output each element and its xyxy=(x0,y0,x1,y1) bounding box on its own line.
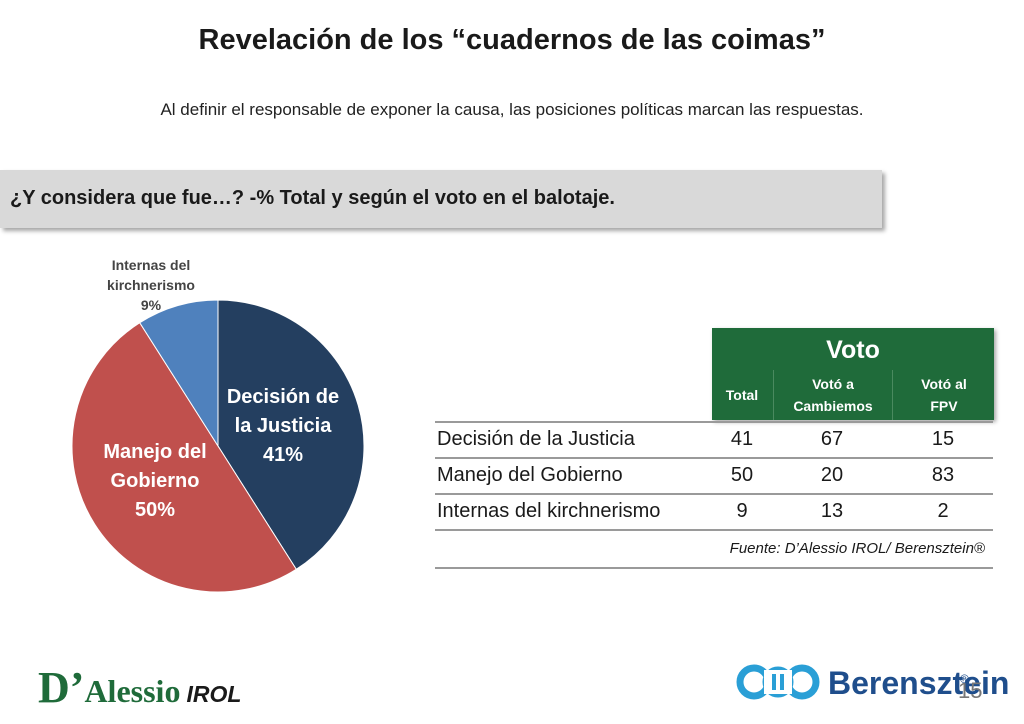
pie-label-just-line1: Decisión de xyxy=(226,386,340,408)
dalessio-logo-irol: IROL xyxy=(186,681,242,707)
col-header-total-text: Total xyxy=(725,387,759,403)
voto-header: Voto Total Votó a Cambiemos Votó al FPV xyxy=(712,328,994,420)
pie-label-kirch-line1: Internas del xyxy=(111,257,191,273)
cell-fpv: 2 xyxy=(937,500,949,522)
voto-columns: Total Votó a Cambiemos Votó al FPV xyxy=(712,370,994,420)
cell-total: 41 xyxy=(730,428,754,450)
table-row: Decisión de la Justicia 41 67 15 xyxy=(435,421,993,459)
pie-slice-gobierno xyxy=(71,322,297,593)
table-row: Internas del kirchnerismo 9 13 2 xyxy=(435,495,993,531)
col-header-fpv-line2: FPV xyxy=(930,398,958,414)
pie-chart xyxy=(71,299,365,593)
berensztein-reg: ® xyxy=(960,672,969,686)
dalessio-logo-name: Alessio xyxy=(84,673,181,709)
pie-label-gobierno: Manejo del Gobierno 50% xyxy=(90,438,220,525)
source-note: Fuente: D’Alessio IROL/ Berensztein® xyxy=(729,540,985,557)
cell-total: 9 xyxy=(736,500,748,522)
col-header-total: Total xyxy=(712,370,772,420)
pie-label-kirch-pct: 9% xyxy=(140,297,162,313)
col-header-fpv: Votó al FPV xyxy=(892,370,995,420)
page-title: Revelación de los “cuadernos de las coim… xyxy=(198,24,826,56)
cell-total: 50 xyxy=(730,464,754,486)
pie-label-gob-line1: Manejo del xyxy=(103,441,207,463)
question-text: ¿Y considera que fue…? -% Total y según … xyxy=(10,187,615,209)
pie-slice-justicia xyxy=(217,299,365,570)
question-bar: ¿Y considera que fue…? -% Total y según … xyxy=(0,170,882,228)
table-row: Manejo del Gobierno 50 20 83 xyxy=(435,459,993,495)
dalessio-logo-d: D’ xyxy=(38,663,85,712)
pie-label-kirchnerismo: Internas del kirchnerismo 9% xyxy=(90,255,212,315)
col-header-cambiemos-line1: Votó a xyxy=(812,376,854,392)
page-number: 15 xyxy=(958,678,983,703)
pie-label-just-pct: 41% xyxy=(262,444,304,466)
pie-label-gob-line2: Gobierno xyxy=(110,470,200,492)
cell-cambiemos: 20 xyxy=(820,464,844,486)
col-header-cambiemos-line2: Cambiemos xyxy=(793,398,873,414)
pie-slice-kirchnerismo xyxy=(139,299,219,448)
col-header-fpv-line1: Votó al xyxy=(921,376,967,392)
berensztein-logo-icon xyxy=(736,664,820,700)
dalessio-logo: D’Alessio IROL xyxy=(38,662,241,712)
pie-label-just-line2: la Justicia xyxy=(234,415,332,437)
cell-cambiemos: 67 xyxy=(820,428,844,450)
voto-title: Voto xyxy=(826,336,880,364)
pie-label-justicia: Decisión de la Justicia 41% xyxy=(218,383,348,470)
results-table: Decisión de la Justicia 41 67 15 Manejo … xyxy=(435,421,993,569)
cell-fpv: 15 xyxy=(931,428,955,450)
row-label: Internas del kirchnerismo xyxy=(437,500,661,522)
page-subtitle: Al definir el responsable de exponer la … xyxy=(160,100,864,119)
col-header-cambiemos: Votó a Cambiemos xyxy=(773,370,892,420)
pie-label-kirch-line2: kirchnerismo xyxy=(107,277,195,293)
berensztein-logo-text: Berensztein xyxy=(828,665,1010,701)
cell-cambiemos: 13 xyxy=(820,500,844,522)
cell-fpv: 83 xyxy=(931,464,955,486)
pie-label-gob-pct: 50% xyxy=(134,499,176,521)
row-label: Manejo del Gobierno xyxy=(437,464,623,486)
source-row: Fuente: D’Alessio IROL/ Berensztein® xyxy=(435,531,993,569)
row-label: Decisión de la Justicia xyxy=(437,428,635,450)
